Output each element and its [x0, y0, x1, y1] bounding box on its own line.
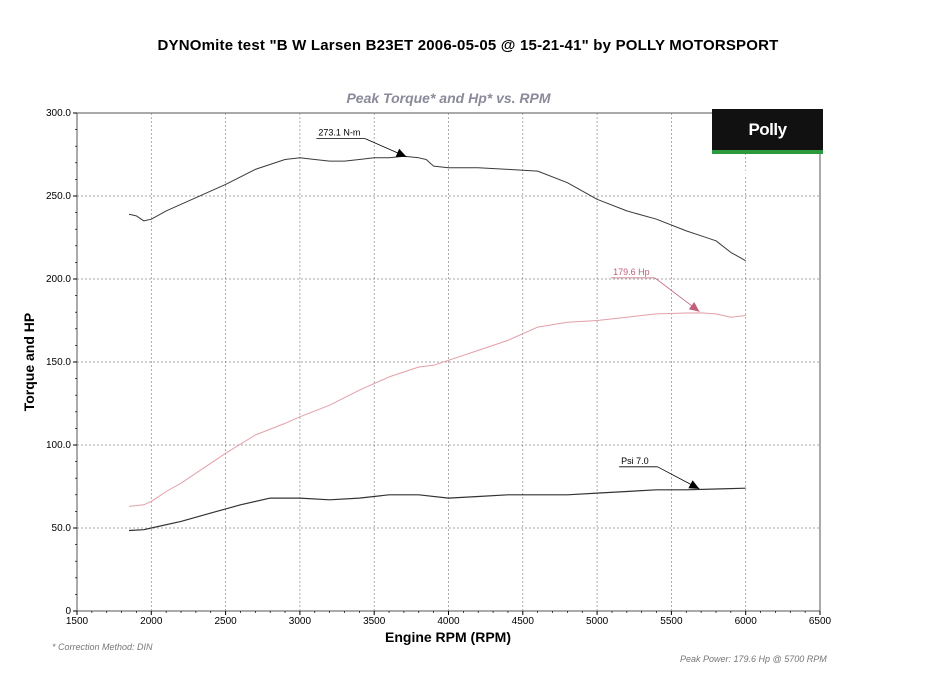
main-title: DYNOmite test "B W Larsen B23ET 2006-05-… [157, 37, 779, 54]
y-tick-label: 150.0 [46, 357, 71, 368]
x-axis-title: Engine RPM (RPM) [385, 629, 511, 645]
hp-line [128, 312, 746, 507]
torque-line [128, 155, 746, 262]
torque-annotation-arrowhead [395, 148, 407, 157]
hp-annotation-arrowhead [688, 302, 700, 312]
x-tick-label: 4000 [437, 616, 460, 627]
torque-annotation-label: 273.1 N-m [318, 128, 360, 138]
axes: 1500 2000 2500 3000 3500 4000 4500 5000 5500 6000… [46, 108, 832, 627]
y-tick-label: 250.0 [46, 191, 71, 202]
x-tick-label: 6500 [809, 616, 832, 627]
series-lines [128, 155, 746, 532]
chart-title: Peak Torque* and Hp* vs. RPM [346, 90, 551, 106]
x-tick-label: 4500 [512, 616, 535, 627]
y-tick-label: 100.0 [46, 440, 71, 451]
boost-line [128, 487, 746, 532]
x-tick-label: 1500 [66, 616, 89, 627]
x-tick-label: 6000 [735, 616, 758, 627]
annotations: 273.1 N-m 179.6 Hp Psi 7.0 [316, 128, 700, 490]
hp-annotation-label: 179.6 Hp [613, 267, 650, 277]
x-tick-label: 5000 [586, 616, 609, 627]
correction-method-note: * Correction Method: DIN [52, 642, 153, 652]
boost-annotation-label: Psi 7.0 [621, 456, 649, 466]
y-axis-title: Torque and HP [21, 313, 37, 412]
x-tick-label: 3500 [363, 616, 386, 627]
y-tick-label: 200.0 [46, 274, 71, 285]
y-tick-label: 300.0 [46, 108, 71, 119]
y-tick-label: 0 [65, 606, 71, 617]
peak-power-note: Peak Power: 179.6 Hp @ 5700 RPM [680, 654, 827, 664]
x-tick-label: 5500 [660, 616, 683, 627]
x-tick-label: 2000 [140, 616, 163, 627]
polly-motorsport-logo: Polly Motorsport [712, 109, 823, 180]
x-tick-label: 2500 [214, 616, 237, 627]
boost-annotation-arrowhead [688, 480, 700, 489]
x-tick-label: 3000 [289, 616, 312, 627]
y-tick-label: 50.0 [52, 523, 72, 534]
grid [76, 112, 821, 612]
